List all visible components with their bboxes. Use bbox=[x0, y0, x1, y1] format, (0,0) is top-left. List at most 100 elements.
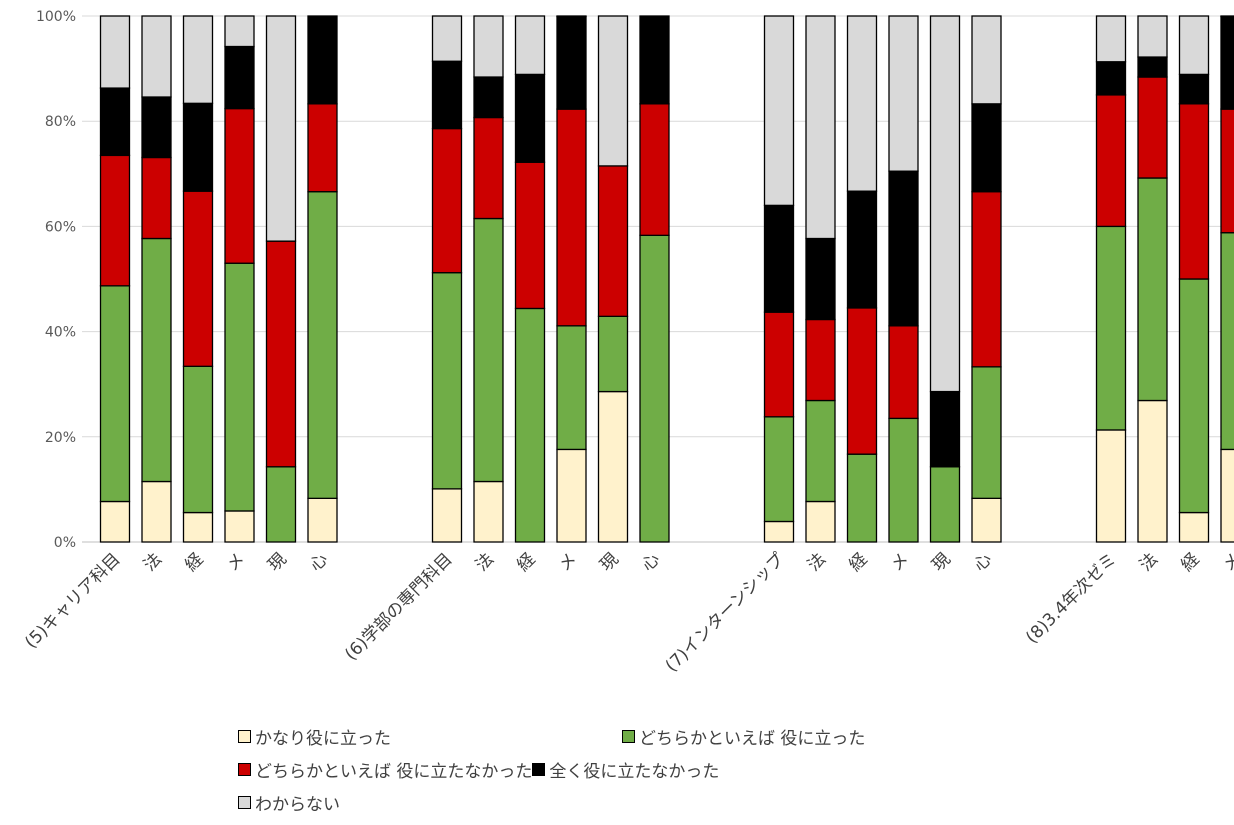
bar-segment bbox=[639, 15, 670, 105]
bar-segment bbox=[556, 325, 587, 451]
x-tick-label: メ bbox=[555, 549, 581, 575]
bar-segment bbox=[1137, 56, 1168, 78]
bar-segment bbox=[307, 191, 338, 499]
bar-segment bbox=[224, 107, 255, 264]
bar-segment bbox=[1095, 94, 1127, 228]
legend-item-somewhat-helpful: どちらかといえば 役に立った bbox=[622, 724, 865, 749]
bar-segment bbox=[888, 417, 919, 543]
bar-segment bbox=[514, 15, 546, 76]
bar-segment bbox=[805, 237, 836, 321]
legend-swatch-somewhat-unhelpful bbox=[238, 763, 251, 776]
y-tick-label: 100% bbox=[36, 9, 76, 25]
bar-segment bbox=[971, 191, 1002, 368]
bar-segment bbox=[639, 234, 670, 543]
bar-segment bbox=[141, 15, 172, 98]
bar-segment bbox=[1178, 15, 1210, 76]
x-tick-label: メ bbox=[887, 549, 913, 575]
legend-swatch-not-helpful bbox=[532, 763, 546, 776]
legend: かなり役に立った どちらかといえば 役に立った どちらかといえば 役に立たなかっ… bbox=[238, 720, 998, 819]
bar-segment bbox=[99, 87, 131, 157]
bar-segment bbox=[182, 190, 214, 367]
legend-label: どちらかといえば 役に立たなかった bbox=[255, 762, 533, 782]
bar-segment bbox=[1220, 232, 1234, 451]
y-tick-label: 60% bbox=[45, 219, 76, 235]
x-tick-label: メ bbox=[223, 549, 249, 575]
bar-segment bbox=[307, 497, 338, 543]
bar-segment bbox=[1137, 399, 1168, 543]
bar-segment bbox=[763, 204, 795, 313]
bar-segment bbox=[805, 500, 836, 543]
bar-segment bbox=[1178, 278, 1210, 514]
x-tick-label: (8)3.4年次ゼミ bbox=[1022, 549, 1120, 647]
y-tick-label: 80% bbox=[45, 114, 76, 130]
bar-segment bbox=[141, 480, 172, 543]
bar-segment bbox=[99, 500, 131, 543]
legend-item-somewhat-unhelpful: どちらかといえば 役に立たなかった bbox=[238, 757, 532, 782]
bar-segment bbox=[514, 73, 546, 163]
bar-segment bbox=[846, 307, 878, 455]
x-tick-label: 法 bbox=[472, 549, 498, 575]
bar-segment bbox=[431, 488, 463, 543]
bar-segment bbox=[473, 76, 504, 119]
bar-segment bbox=[141, 96, 172, 159]
y-tick-label: 0% bbox=[54, 535, 76, 551]
x-tick-label: 経 bbox=[1177, 549, 1203, 575]
x-tick-label: (6)学部の専門科目 bbox=[341, 549, 456, 664]
bar-segment bbox=[99, 15, 131, 89]
bar-segment bbox=[1178, 73, 1210, 105]
bar-segment bbox=[971, 15, 1002, 105]
bar-segment bbox=[1220, 15, 1234, 110]
legend-swatch-quite-helpful bbox=[238, 730, 251, 743]
bar-segment bbox=[473, 116, 504, 220]
bar-segment bbox=[763, 416, 795, 523]
legend-item-not-helpful: 全く役に立たなかった bbox=[532, 757, 719, 782]
x-axis: (5)キャリア科目法経メ現心 (6)学部の専門科目法経メ現心(7)インターンシップ… bbox=[21, 549, 1234, 676]
y-tick-label: 20% bbox=[45, 430, 76, 446]
bar-segment bbox=[597, 15, 629, 167]
bar-segment bbox=[1095, 225, 1127, 431]
bar-segment bbox=[556, 108, 587, 327]
bar-segment bbox=[182, 102, 214, 192]
x-tick-label: (7)インターンシップ bbox=[662, 549, 789, 676]
bar-segment bbox=[597, 390, 629, 543]
bar-segment bbox=[556, 15, 587, 18]
bar-segment bbox=[1220, 15, 1234, 18]
bar-segment bbox=[1178, 511, 1210, 543]
bar-segment bbox=[265, 466, 297, 543]
bar-segment bbox=[805, 318, 836, 402]
x-tick-label: 心 bbox=[306, 549, 332, 575]
bar-segment bbox=[431, 127, 463, 274]
bar-segment bbox=[182, 511, 214, 543]
bar-segment bbox=[763, 520, 795, 543]
x-tick-label: 法 bbox=[1136, 549, 1162, 575]
bar-segment bbox=[431, 60, 463, 130]
bar-segment bbox=[1095, 61, 1127, 96]
bar-segment bbox=[929, 466, 961, 543]
bar-segment bbox=[141, 237, 172, 483]
bars bbox=[99, 15, 1234, 543]
bar-segment bbox=[473, 15, 504, 78]
legend-label: どちらかといえば 役に立った bbox=[639, 729, 866, 749]
bar-segment bbox=[1220, 448, 1234, 543]
bar-segment bbox=[1095, 429, 1127, 543]
x-tick-label: 経 bbox=[845, 549, 871, 575]
bar-segment bbox=[639, 103, 670, 236]
x-tick-label: 経 bbox=[181, 549, 207, 575]
bar-segment bbox=[473, 217, 504, 483]
bar-segment bbox=[182, 365, 214, 514]
x-tick-label: 経 bbox=[513, 549, 539, 575]
bar-segment bbox=[224, 262, 255, 512]
legend-item-quite-helpful: かなり役に立った bbox=[238, 724, 622, 749]
bar-segment bbox=[1137, 177, 1168, 402]
y-axis: 0% 20% 40% 60% 80% 100% bbox=[36, 9, 76, 551]
x-tick-label: 現 bbox=[928, 549, 954, 575]
bar-segment bbox=[929, 15, 961, 393]
bar-segment bbox=[888, 170, 919, 327]
bar-segment bbox=[846, 15, 878, 192]
bar-segment bbox=[888, 15, 919, 172]
bar-segment bbox=[99, 154, 131, 287]
bar-segment bbox=[1178, 103, 1210, 280]
bar-segment bbox=[514, 307, 546, 543]
x-tick-label: 現 bbox=[596, 549, 622, 575]
